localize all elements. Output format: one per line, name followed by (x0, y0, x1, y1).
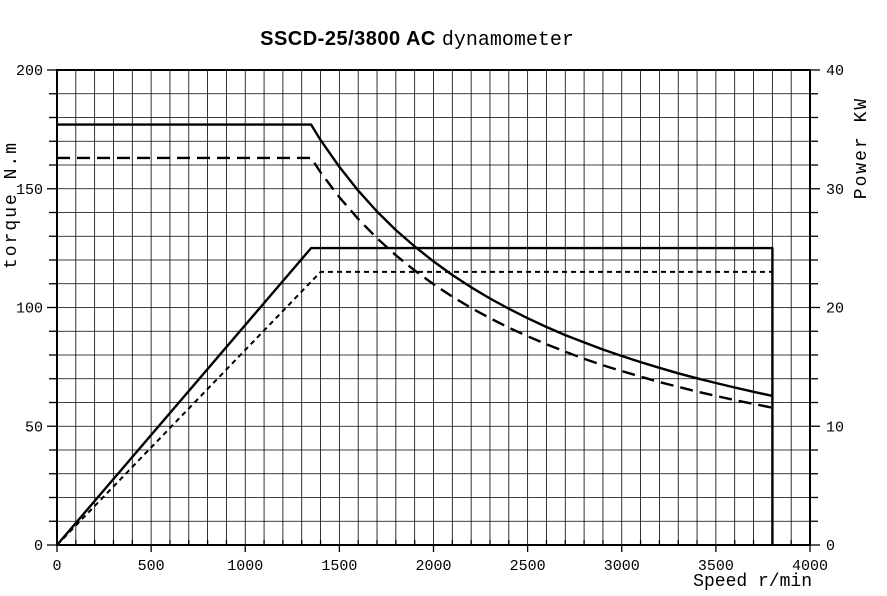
x-tick-label: 3000 (604, 558, 640, 575)
y-right-tick-label: 20 (826, 301, 844, 318)
x-tick-label: 2000 (415, 558, 451, 575)
series-torque-solid (57, 123, 773, 398)
chart-title-suffix: dynamometer (441, 29, 574, 52)
axis-ticks (47, 69, 820, 552)
y-left-tick-label: 50 (25, 419, 43, 436)
series-power-solid (56, 246, 774, 546)
y-right-axis-title: Power KW (852, 97, 872, 199)
y-right-tick-label: 30 (826, 182, 844, 199)
x-tick-label: 2500 (510, 558, 546, 575)
x-tick-label: 1000 (227, 558, 263, 575)
x-tick-label: 0 (52, 558, 61, 575)
chart-title-model: SSCD-25/3800 AC (260, 28, 436, 50)
tick-labels: 0 500 1000 1500 2000 2500 3000 3500 400005010015… (16, 63, 844, 575)
chart-title: SSCD-25/3800 AC dynamometer (0, 28, 834, 52)
x-tick-label: 3500 (698, 558, 734, 575)
grid-lines (57, 70, 810, 545)
y-left-axis-title: torque N.m (2, 141, 22, 269)
x-tick-label: 500 (138, 558, 165, 575)
series-torque-dashed (57, 156, 773, 409)
y-left-tick-label: 100 (16, 301, 43, 318)
x-tick-label: 4000 (792, 558, 828, 575)
x-axis-title: Speed r/min (693, 572, 812, 592)
y-right-tick-label: 0 (826, 538, 835, 555)
y-left-tick-label: 0 (34, 538, 43, 555)
y-left-tick-label: 150 (16, 182, 43, 199)
x-tick-label: 1500 (321, 558, 357, 575)
y-right-tick-label: 10 (826, 419, 844, 436)
series-power-dotted (56, 270, 773, 546)
y-left-tick-label: 200 (16, 63, 43, 80)
y-right-tick-label: 40 (826, 63, 844, 80)
